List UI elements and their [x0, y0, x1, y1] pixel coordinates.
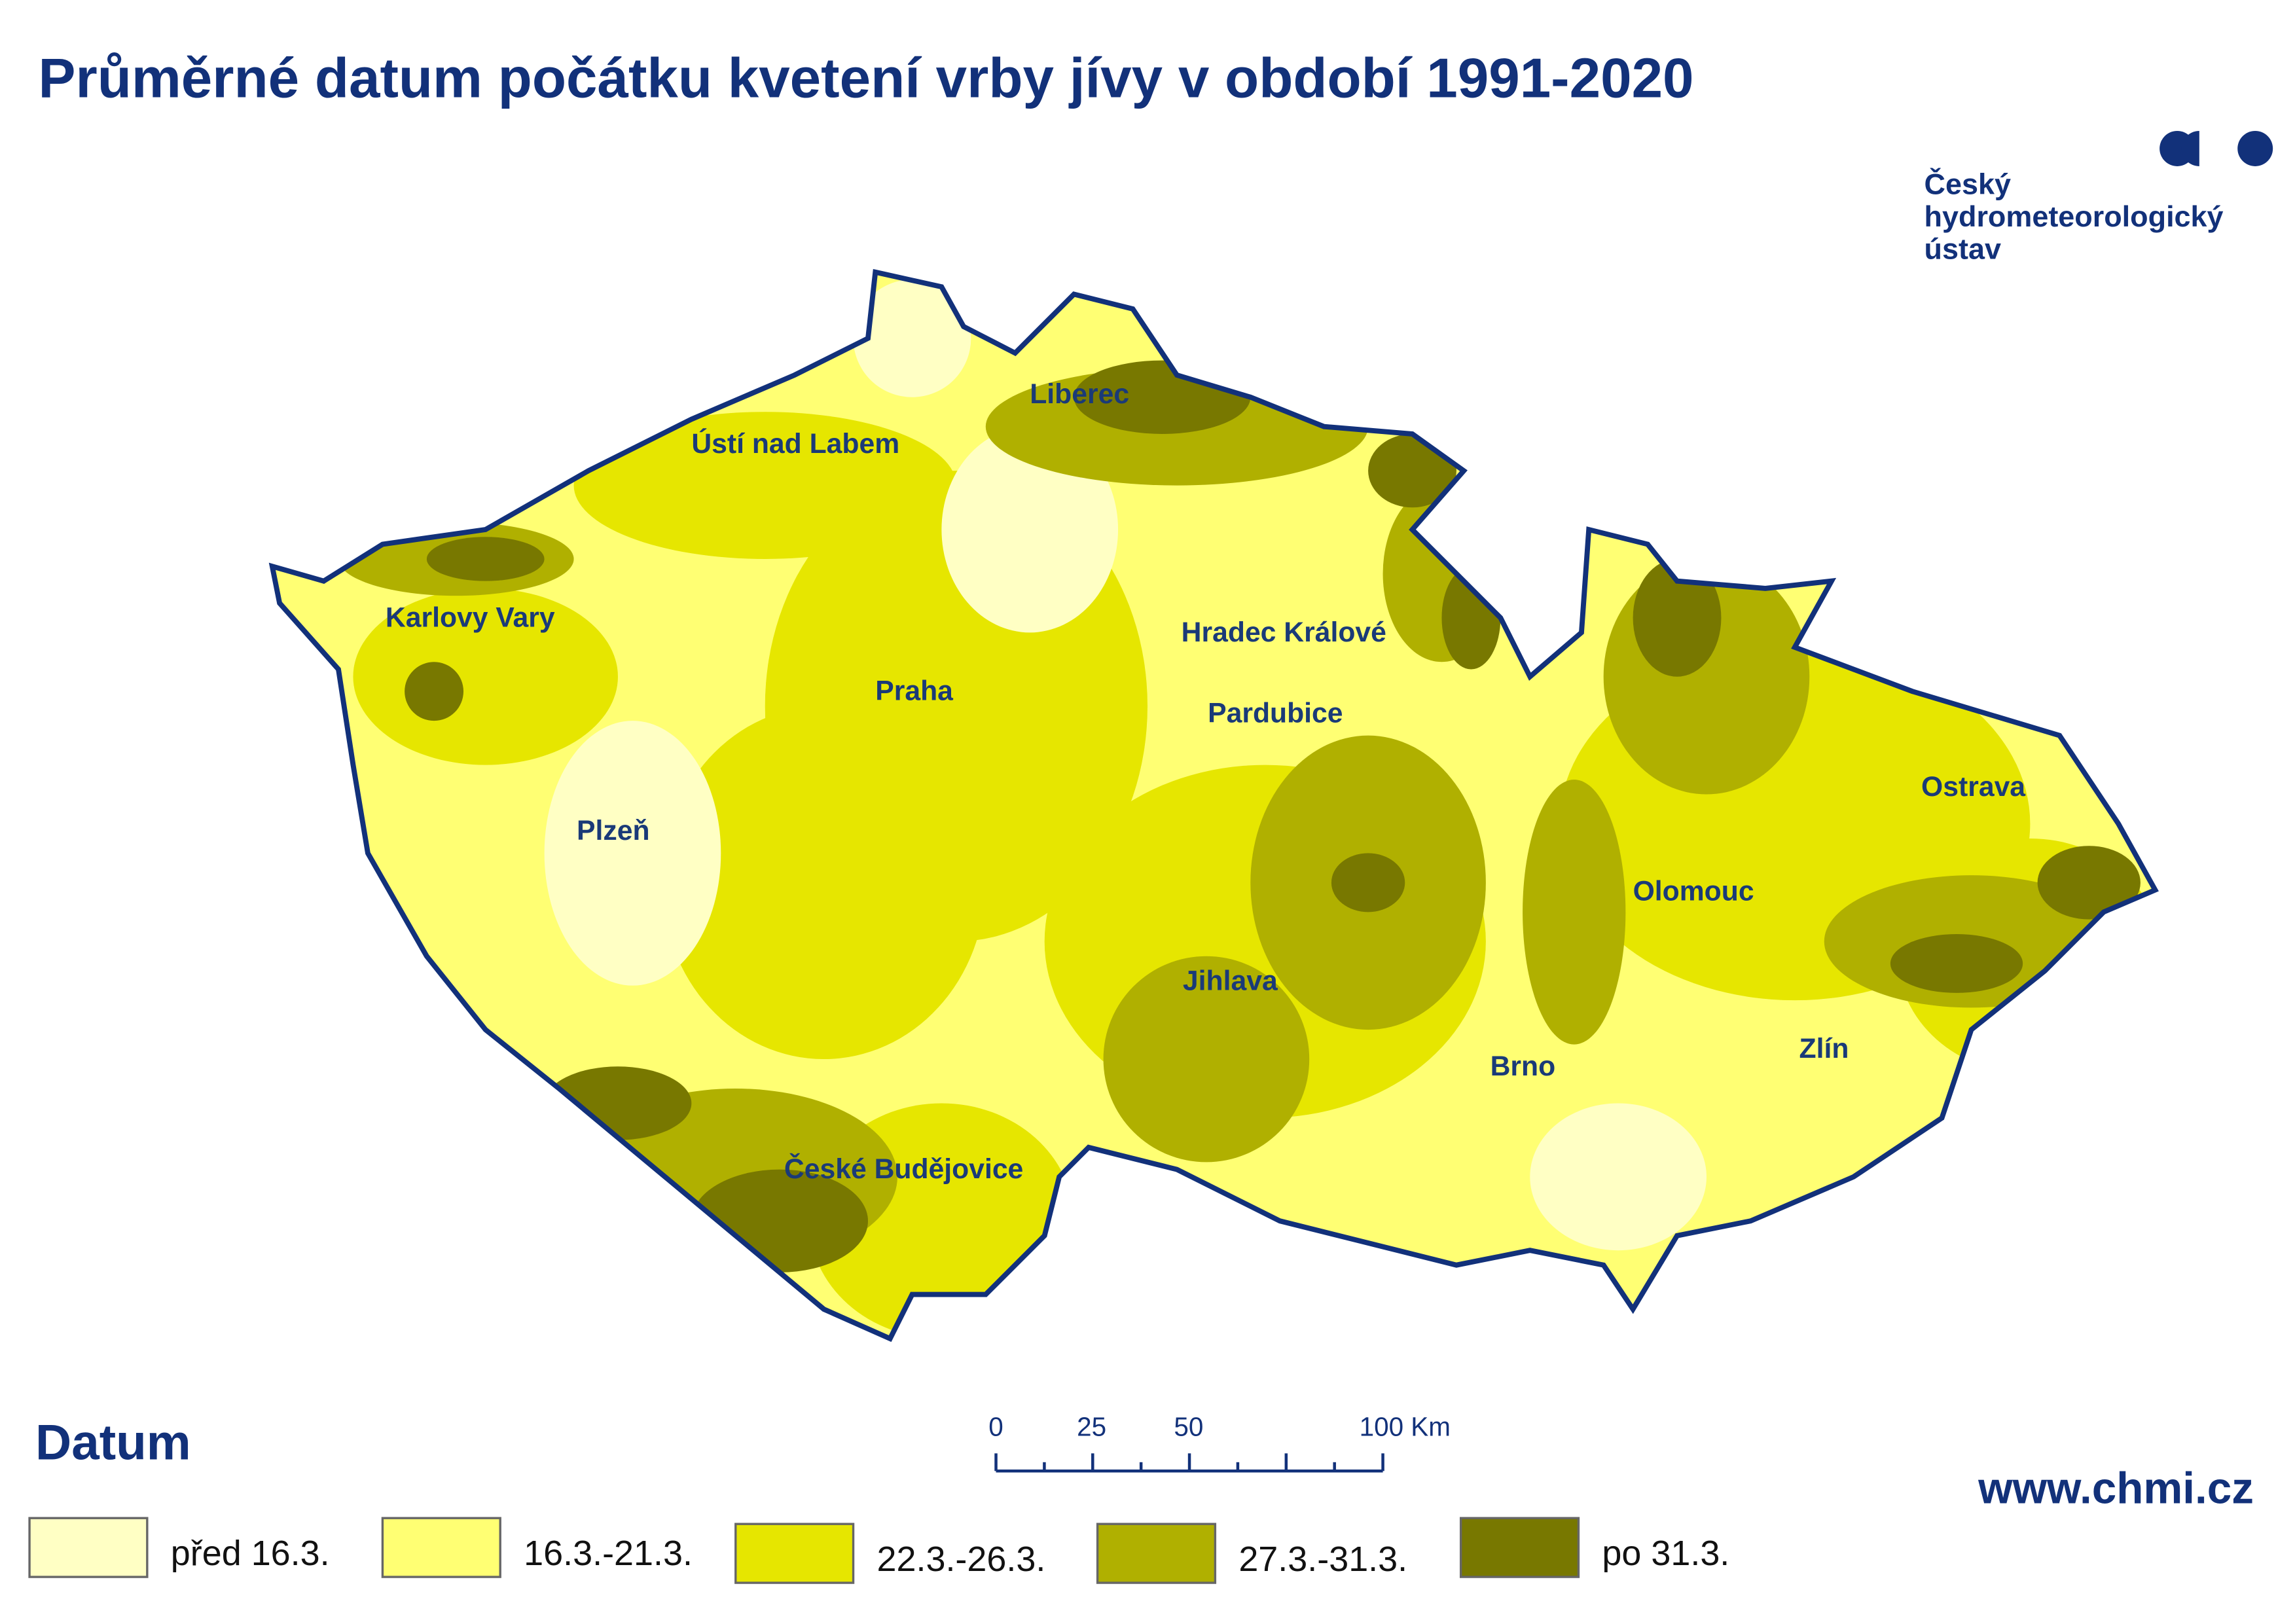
city-label: Olomouc [1633, 875, 1754, 907]
scale-label: 0 [988, 1411, 1003, 1441]
zone [2037, 846, 2141, 920]
zone [662, 706, 986, 1060]
city-label: Plzeň [577, 815, 650, 846]
cities: Liberec Ústí nad Labem Karlovy Vary Hrad… [386, 378, 2026, 1185]
zone [941, 426, 1119, 633]
legend-label: 27.3.-31.3. [1238, 1540, 1407, 1579]
city-label: Zlín [1799, 1033, 1849, 1064]
city-label: Jihlava [1183, 965, 1278, 996]
zone [573, 412, 956, 559]
zone [544, 721, 721, 986]
legend-label: před 16.3. [171, 1534, 330, 1573]
legend-label: 22.3.-26.3. [877, 1540, 1046, 1579]
city-label: Karlovy Vary [386, 602, 555, 633]
zone [853, 279, 971, 397]
zone [1890, 934, 2023, 993]
zone [405, 662, 464, 721]
map-zones [272, 272, 2156, 1339]
zone [1331, 853, 1405, 912]
url: www.chmi.cz [1978, 1464, 2254, 1513]
legend-label: po 31.3. [1602, 1534, 1729, 1573]
logo: Český hydrometeorologický ústav [1925, 131, 2273, 266]
city-label: Ústí nad Labem [691, 427, 899, 460]
zone [544, 1066, 692, 1140]
title: Průměrné datum počátku kvetení vrby jívy… [39, 47, 1694, 109]
logo-text: ústav [1925, 232, 2001, 266]
legend-swatch [381, 1517, 501, 1578]
zone [353, 588, 618, 765]
legend: před 16.3. 16.3.-21.3. 22.3.-26.3. 27.3.-31… [28, 1517, 1729, 1584]
scale-label: 100 Km [1360, 1411, 1451, 1441]
zone [1633, 558, 1722, 677]
scale-bar: 0 25 50 100 Km [988, 1411, 1451, 1473]
legend-label: 16.3.-21.3. [524, 1534, 693, 1573]
legend-swatch [1459, 1517, 1580, 1578]
logo-text: hydrometeorologický [1925, 200, 2224, 233]
zone [1441, 566, 1501, 670]
zone [1530, 1103, 1707, 1251]
city-label: Ostrava [1921, 771, 2026, 803]
legend-swatch [28, 1517, 149, 1578]
scale-label: 25 [1077, 1411, 1106, 1441]
zone [426, 537, 545, 581]
city-label: Pardubice [1208, 697, 1343, 729]
city-label: Liberec [1030, 378, 1129, 410]
logo-dot [2181, 131, 2199, 166]
zone [1103, 956, 1310, 1163]
legend-title: Datum [35, 1415, 191, 1470]
city-label: Praha [875, 676, 954, 707]
city-label: Brno [1491, 1051, 1556, 1082]
logo-text: Český [1925, 168, 2011, 201]
legend-swatch [734, 1523, 855, 1584]
city-label: České Budějovice [784, 1153, 1023, 1185]
scale-label: 50 [1174, 1411, 1203, 1441]
zone [1523, 780, 1626, 1045]
city-label: Hradec Králové [1182, 617, 1386, 648]
logo-dot [2237, 131, 2273, 166]
legend-swatch [1096, 1523, 1217, 1584]
